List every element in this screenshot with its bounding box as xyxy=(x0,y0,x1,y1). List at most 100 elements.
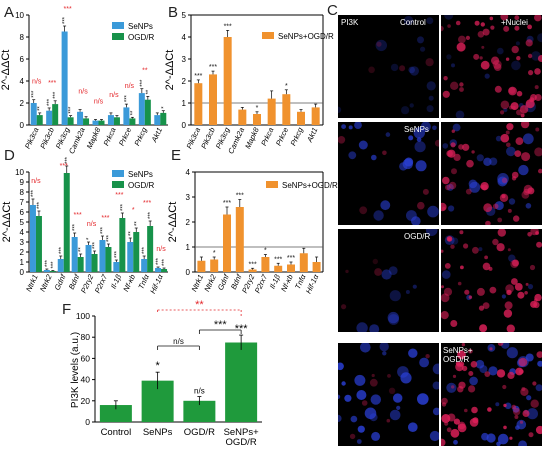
bar xyxy=(113,262,120,272)
bar xyxy=(209,74,217,125)
pi3k-signal-dot xyxy=(508,87,516,94)
bar xyxy=(223,214,231,272)
nucleus-dot xyxy=(527,284,534,290)
significance-label: *** xyxy=(236,193,244,200)
y-tick-label: 80 xyxy=(81,332,91,342)
nucleus-dot xyxy=(475,359,485,369)
bar xyxy=(223,37,232,125)
pi3k-signal-dot xyxy=(503,425,507,430)
nucleus-dot xyxy=(432,381,439,390)
nucleus-dot xyxy=(442,270,451,279)
bar xyxy=(194,83,203,125)
pi3k-signal-dot xyxy=(477,31,485,38)
pi3k-signal-dot xyxy=(503,25,510,32)
pi3k-signal-dot xyxy=(515,137,524,145)
pi3k-signal-dot xyxy=(382,150,387,156)
category-label: Prkca xyxy=(101,126,117,147)
y-axis-label: 2^-ΔΔCt xyxy=(164,50,176,91)
pi3k-signal-dot xyxy=(388,387,396,394)
significance-label: *** xyxy=(47,98,53,106)
nucleus-dot xyxy=(403,15,414,26)
pi3k-signal-dot xyxy=(480,60,490,70)
pi3k-signal-dot xyxy=(534,147,542,157)
significance-label: *** xyxy=(162,258,168,266)
nucleus-dot xyxy=(442,143,449,149)
nucleus-dot xyxy=(432,407,439,416)
pi3k-signal-dot xyxy=(501,194,506,199)
y-tick-label: 20 xyxy=(81,396,91,406)
nucleus-dot xyxy=(412,284,417,289)
significance-label: *** xyxy=(224,23,232,30)
significance-label: * xyxy=(213,250,216,257)
pi3k-signal-dot xyxy=(453,418,460,425)
y-tick-label: 8 xyxy=(20,33,25,42)
nucleus-dot xyxy=(379,343,389,352)
bar xyxy=(49,271,56,272)
y-tick-label: 1 xyxy=(186,243,191,252)
label-control: Control xyxy=(400,18,426,27)
bar xyxy=(297,111,305,125)
pi3k-signal-dot xyxy=(527,232,532,237)
pi3k-signal-dot xyxy=(376,41,382,47)
pi3k-signal-dot xyxy=(448,181,457,190)
significance-label: * xyxy=(161,106,167,109)
panel-c-letter: C xyxy=(327,2,338,19)
pi3k-signal-dot xyxy=(471,150,475,154)
nucleus-dot xyxy=(488,366,498,376)
pi3k-signal-dot xyxy=(359,206,368,215)
y-tick-label: 5 xyxy=(20,218,25,227)
legend-swatch xyxy=(112,170,124,177)
y-tick-label: 7 xyxy=(20,198,25,207)
pi3k-signal-dot xyxy=(441,285,444,289)
category-label: SeNPs xyxy=(143,427,173,438)
significance-label: *** xyxy=(194,73,202,80)
bar xyxy=(99,405,132,422)
nucleus-dot xyxy=(446,54,452,60)
nucleus-dot xyxy=(469,376,478,386)
pi3k-signal-dot xyxy=(532,381,537,386)
nucleus-dot xyxy=(427,205,439,218)
nucleus-dot xyxy=(348,151,357,160)
bracket-label: n/s xyxy=(173,337,184,346)
pi3k-signal-dot xyxy=(500,110,505,115)
pi3k-signal-dot xyxy=(472,246,479,254)
nucleus-dot xyxy=(518,164,529,176)
nucleus-dot xyxy=(497,176,508,187)
nucleus-dot xyxy=(501,294,506,299)
pi3k-signal-dot xyxy=(520,113,525,118)
nucleus-dot xyxy=(356,322,368,332)
nucleus-dot xyxy=(511,60,521,71)
nucleus-dot xyxy=(525,203,532,209)
pi3k-signal-dot xyxy=(459,82,464,87)
pi3k-signal-dot xyxy=(496,369,506,378)
legend-swatch xyxy=(112,33,124,40)
pi3k-signal-dot xyxy=(463,243,469,249)
nucleus-dot xyxy=(360,343,371,353)
pi3k-signal-dot xyxy=(444,263,451,269)
pi3k-signal-dot xyxy=(521,191,530,199)
bar xyxy=(46,110,53,125)
comparison-significance: *** xyxy=(64,6,72,13)
pi3k-signal-dot xyxy=(338,136,346,144)
comparison-significance: n/s xyxy=(32,79,42,86)
y-tick-label: 2 xyxy=(20,99,25,108)
nucleus-dot xyxy=(428,95,434,101)
significance-label: ** xyxy=(79,247,85,252)
y-tick-label: 3 xyxy=(20,238,25,247)
nucleus-dot xyxy=(344,394,352,402)
pi3k-signal-dot xyxy=(507,371,515,379)
nucleus-dot xyxy=(371,431,381,441)
nucleus-dot xyxy=(486,433,496,443)
pi3k-signal-dot xyxy=(538,168,542,174)
significance-label: *** xyxy=(223,200,231,207)
comparison-significance: *** xyxy=(74,212,82,219)
label-nuclei: +Nuclei xyxy=(501,18,528,27)
nucleus-dot xyxy=(357,425,365,433)
bar xyxy=(274,265,283,272)
legend-swatch xyxy=(112,22,124,29)
bar xyxy=(63,173,70,272)
significance-label: *** xyxy=(69,106,75,114)
y-tick-label: 6 xyxy=(20,55,25,64)
pi3k-signal-dot xyxy=(443,76,448,81)
